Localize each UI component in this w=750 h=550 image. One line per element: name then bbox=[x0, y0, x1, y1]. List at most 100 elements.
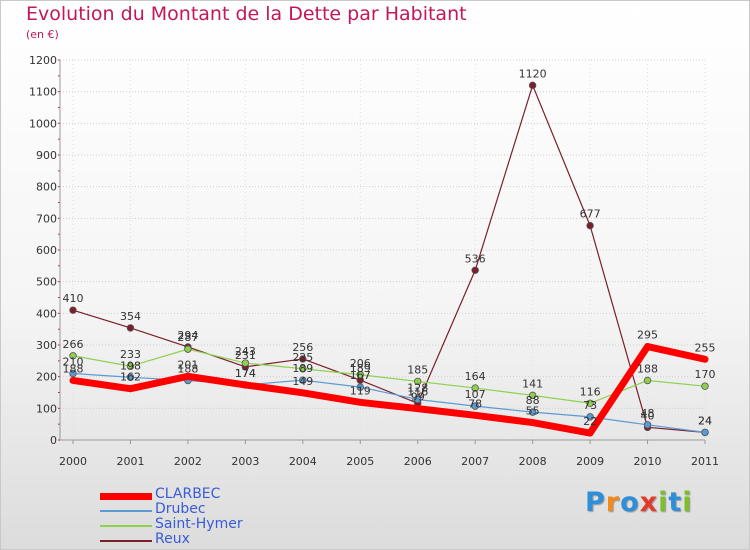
data-label-clarbec: 78 bbox=[468, 397, 482, 410]
data-label-clarbec: 119 bbox=[350, 384, 371, 397]
data-label-clarbec: 174 bbox=[235, 367, 256, 380]
data-label-reux: 40 bbox=[641, 409, 655, 422]
x-tick-label: 2009 bbox=[576, 455, 604, 468]
legend-label: CLARBEC bbox=[155, 486, 221, 502]
data-label-reux: 189 bbox=[350, 362, 371, 375]
data-point-saint-hymer bbox=[299, 365, 307, 373]
x-tick-label: 2000 bbox=[59, 455, 87, 468]
data-label-saint-hymer: 116 bbox=[580, 385, 601, 398]
x-tick-label: 2007 bbox=[461, 455, 489, 468]
data-point-reux bbox=[126, 324, 135, 332]
data-label-clarbec: 188 bbox=[63, 362, 84, 375]
x-tick-label: 2011 bbox=[691, 455, 719, 468]
data-point-saint-hymer bbox=[126, 362, 135, 370]
data-label-drubec: 189 bbox=[292, 362, 313, 375]
data-label-reux: 410 bbox=[63, 292, 84, 305]
chart-title: Evolution du Montant de la Dette par Hab… bbox=[26, 3, 467, 25]
data-point-reux bbox=[299, 355, 307, 363]
data-point-saint-hymer bbox=[241, 359, 250, 367]
legend-swatch bbox=[100, 492, 152, 500]
data-label-saint-hymer: 188 bbox=[637, 362, 658, 375]
series-line-saint-hymer bbox=[72, 348, 706, 404]
data-label-clarbec: 149 bbox=[292, 375, 313, 388]
legend-label: Drubec bbox=[155, 501, 206, 517]
data-point-saint-hymer bbox=[643, 376, 652, 385]
y-tick-label: 100 bbox=[36, 402, 57, 415]
data-label-reux: 1120 bbox=[519, 67, 547, 80]
data-label-reux: 294 bbox=[177, 329, 198, 342]
data-label-reux: 536 bbox=[465, 252, 486, 265]
data-label-saint-hymer: 141 bbox=[522, 377, 543, 390]
legend-label: Reux bbox=[155, 531, 190, 547]
data-point-saint-hymer bbox=[528, 391, 537, 400]
data-point-drubec bbox=[299, 376, 307, 384]
legend-swatch bbox=[100, 525, 152, 527]
legend-label: Saint-Hymer bbox=[155, 516, 243, 532]
data-label-saint-hymer: 233 bbox=[120, 348, 141, 361]
logo-letter: P bbox=[585, 487, 606, 518]
logo-letter: i bbox=[682, 487, 693, 518]
x-tick-label: 2005 bbox=[346, 455, 374, 468]
data-label-saint-hymer: 170 bbox=[695, 368, 716, 381]
logo-letter: x bbox=[639, 487, 659, 518]
data-label-saint-hymer: 266 bbox=[63, 338, 84, 351]
y-tick-label: 1200 bbox=[29, 54, 57, 67]
data-label-saint-hymer: 287 bbox=[177, 331, 198, 344]
logo-letter: r bbox=[605, 487, 621, 518]
y-tick-label: 200 bbox=[36, 371, 57, 384]
data-label-drubec: 48 bbox=[641, 407, 655, 420]
series-line-reux bbox=[72, 84, 706, 433]
data-point-drubec bbox=[471, 402, 479, 410]
proxiti-logo: Proxiti bbox=[585, 487, 693, 518]
data-point-saint-hymer bbox=[586, 399, 594, 407]
logo-letter: i bbox=[658, 487, 669, 518]
y-tick-label: 700 bbox=[36, 212, 57, 225]
data-label-saint-hymer: 243 bbox=[235, 345, 256, 358]
data-point-drubec bbox=[69, 369, 77, 378]
data-label-saint-hymer: 164 bbox=[465, 370, 486, 383]
data-point-drubec bbox=[356, 383, 364, 391]
x-tick-label: 2010 bbox=[634, 455, 662, 468]
data-label-reux: 677 bbox=[580, 208, 601, 221]
data-point-reux bbox=[586, 221, 594, 230]
data-label-saint-hymer: 185 bbox=[407, 363, 428, 376]
x-tick-label: 2006 bbox=[404, 455, 432, 468]
y-tick-label: 800 bbox=[36, 181, 57, 194]
data-label-clarbec: 201 bbox=[177, 358, 198, 371]
data-label-drubec: 210 bbox=[63, 356, 84, 369]
logo-letter: t bbox=[668, 487, 683, 518]
data-point-saint-hymer bbox=[356, 371, 364, 379]
y-tick-label: 400 bbox=[36, 307, 57, 320]
data-point-reux bbox=[528, 81, 537, 90]
data-label-reux: 354 bbox=[120, 310, 141, 323]
y-tick-label: 1000 bbox=[29, 117, 57, 130]
data-point-saint-hymer bbox=[471, 384, 479, 392]
data-point-reux bbox=[471, 266, 479, 274]
y-tick-label: 600 bbox=[36, 244, 57, 257]
data-label-clarbec: 162 bbox=[120, 371, 141, 384]
y-tick-label: 0 bbox=[50, 434, 57, 447]
x-tick-label: 2003 bbox=[231, 455, 259, 468]
series-line-clarbec bbox=[69, 343, 709, 437]
data-point-saint-hymer bbox=[184, 345, 192, 353]
data-label-saint-hymer: 225 bbox=[292, 351, 313, 364]
legend-swatch bbox=[100, 540, 152, 542]
data-label-drubec: 24 bbox=[698, 414, 712, 427]
data-label-clarbec: 255 bbox=[695, 341, 716, 354]
data-label-clarbec: 22 bbox=[583, 415, 597, 428]
y-tick-label: 300 bbox=[36, 339, 57, 352]
data-point-saint-hymer bbox=[414, 377, 422, 386]
chart-subtitle: (en €) bbox=[26, 28, 59, 41]
logo-letter: o bbox=[620, 487, 640, 518]
x-tick-label: 2002 bbox=[174, 455, 202, 468]
data-label-drubec: 107 bbox=[465, 388, 486, 401]
data-label-drubec: 174 bbox=[235, 367, 256, 380]
x-tick-label: 2008 bbox=[519, 455, 547, 468]
data-point-drubec bbox=[643, 421, 652, 429]
data-point-drubec bbox=[586, 413, 594, 421]
data-label-drubec: 188 bbox=[177, 362, 198, 375]
y-tick-label: 900 bbox=[36, 149, 57, 162]
legend-swatch bbox=[100, 510, 152, 512]
data-point-saint-hymer bbox=[701, 382, 709, 390]
